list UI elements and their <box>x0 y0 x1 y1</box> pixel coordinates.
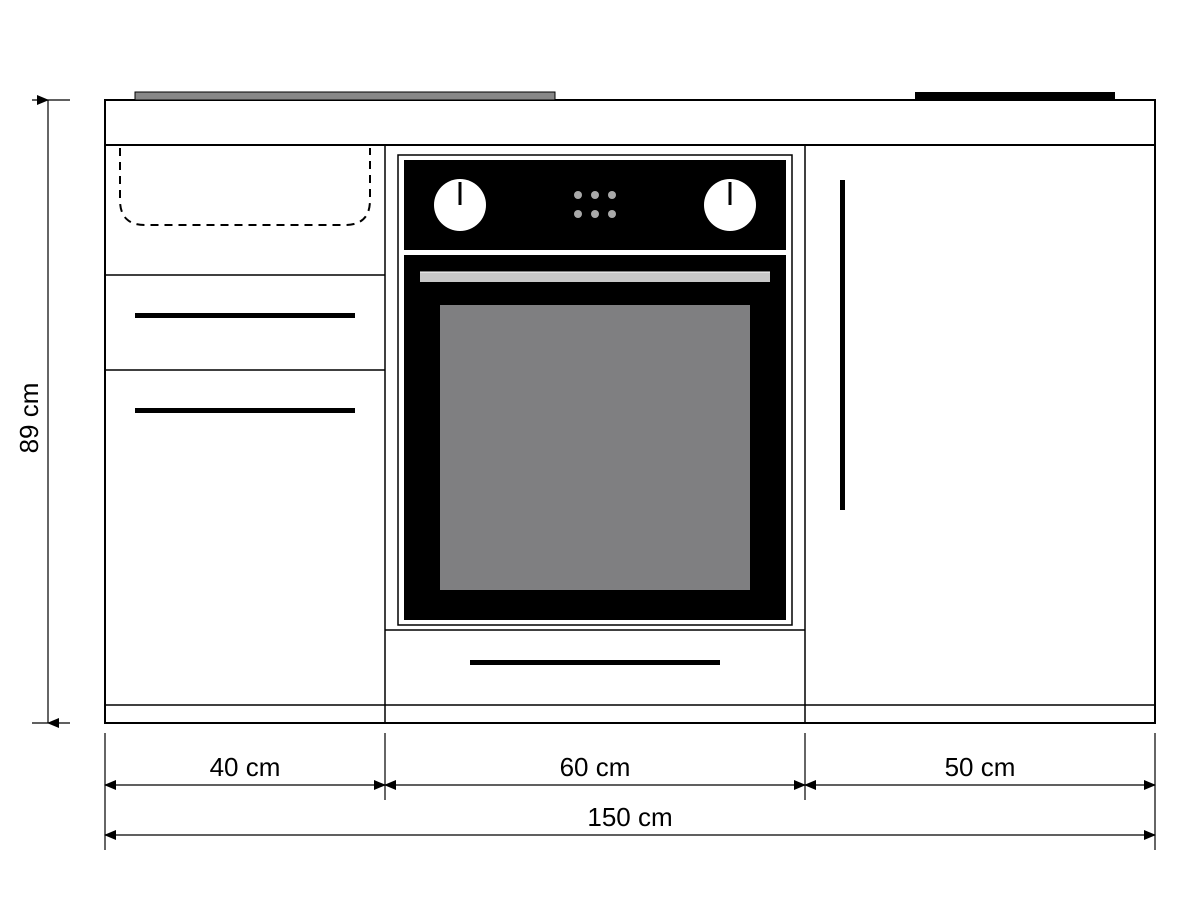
dimension-total: 150 cm <box>105 802 1155 835</box>
kitchen-drawing: 89 cm 40 cm 60 cm 50 cm 150 cm <box>0 0 1200 900</box>
hob-left <box>135 92 555 100</box>
dim-seg-1: 40 cm <box>210 752 281 782</box>
dimension-height: 89 cm <box>14 100 70 723</box>
drawer-handle-1 <box>135 313 355 318</box>
oven-knob-right <box>704 179 756 231</box>
drawer-handle-2 <box>135 408 355 413</box>
oven-window <box>440 305 750 590</box>
dim-height-label: 89 cm <box>14 383 44 454</box>
dimension-segments: 40 cm 60 cm 50 cm <box>105 752 1155 785</box>
cabinet-handle-vertical <box>840 180 845 510</box>
oven-drawer-handle <box>470 660 720 665</box>
dim-total: 150 cm <box>587 802 672 832</box>
hob-right <box>915 92 1115 100</box>
module-center-oven <box>385 155 805 665</box>
dimension-extensions <box>105 733 1155 850</box>
oven-door-handle <box>420 272 770 282</box>
module-right <box>840 180 845 510</box>
dim-seg-2: 60 cm <box>560 752 631 782</box>
dim-seg-3: 50 cm <box>945 752 1016 782</box>
countertop <box>105 92 1155 145</box>
oven-knob-left <box>434 179 486 231</box>
